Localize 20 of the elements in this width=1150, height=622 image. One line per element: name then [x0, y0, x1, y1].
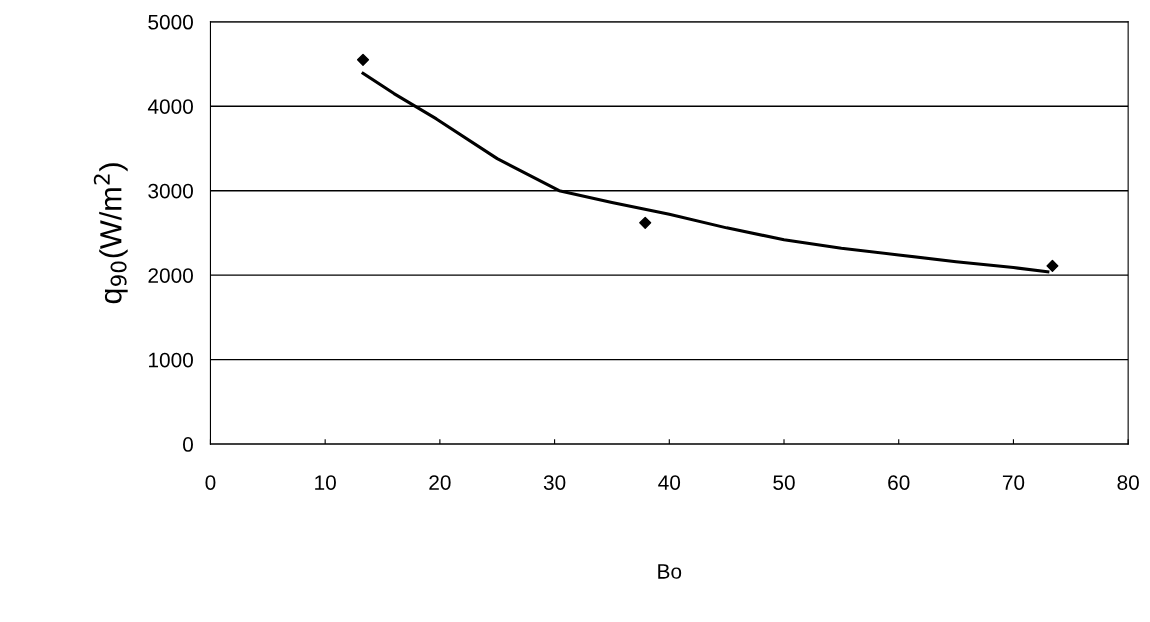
y-tick-label: 0 [183, 437, 193, 452]
y-tick-label: 2000 [148, 268, 193, 283]
point [639, 216, 652, 229]
x-axis-title: Bo [658, 564, 682, 579]
point [1046, 259, 1059, 272]
y-tick-label: 4000 [147, 99, 193, 114]
y-tick-label: 3000 [148, 183, 193, 199]
x-tick-label: 10 [315, 475, 336, 490]
x-tick-label: 50 [773, 475, 795, 490]
y-axis-title: q$_{90}$(W/m$^{2}$) [93, 163, 128, 304]
y-tick-label: 1000 [149, 352, 193, 368]
point [356, 53, 370, 66]
x-tick-label: 30 [543, 475, 566, 490]
x-tick-label: 20 [429, 475, 451, 490]
x-tick-label: 40 [658, 475, 681, 490]
x-tick-label: 80 [1117, 475, 1139, 490]
y-tick-label: 5000 [148, 14, 193, 30]
x-tick-label: 70 [1002, 475, 1025, 490]
x-tick-label: 0 [205, 475, 216, 490]
x-tick-label: 60 [888, 475, 910, 490]
